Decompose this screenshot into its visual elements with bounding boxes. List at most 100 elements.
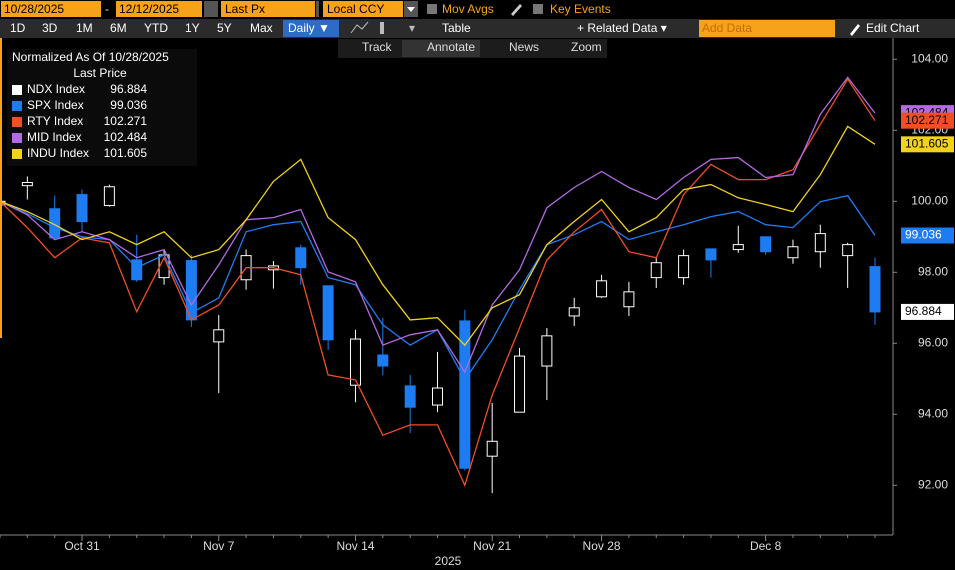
currency[interactable]: Local CCY [327,2,384,16]
range-button[interactable]: 1M [76,21,93,35]
legend-value: 102.484 [104,130,148,144]
candle-body [650,262,662,279]
candle-icon[interactable] [380,22,384,34]
y-tick-label: 94.00 [918,406,948,420]
key-events[interactable]: Key Events [550,2,611,16]
series-line [0,76,876,374]
candle-body [596,280,608,298]
series-line [0,77,876,488]
candle-body [322,285,334,341]
dropdown[interactable] [316,1,319,17]
tool-button[interactable]: Annotate [427,40,475,54]
x-axis-label: 2025 [435,554,462,568]
legend-swatch [12,149,22,159]
dropdown-arrow[interactable]: ▾ [409,21,415,35]
end-date[interactable]: 12/12/2025 [119,2,179,16]
y-tick-label: 98.00 [918,264,948,278]
candle-body [103,186,115,207]
x-tick-label: Nov 14 [336,539,374,553]
value-tag-label: 96.884 [905,304,942,318]
legend-value: 99.036 [110,98,147,112]
pencil-icon[interactable] [850,24,860,36]
legend-name: RTY Index [27,114,83,128]
candle-body [404,385,416,408]
field-box[interactable] [221,1,315,17]
value-tag-label: 102.271 [905,113,949,127]
value-tag-label: 101.605 [905,136,949,150]
candle-body [295,247,307,269]
legend-subtitle: Last Price [73,66,127,80]
candle-body [514,355,526,413]
range-button[interactable]: YTD [144,21,168,35]
line-icon[interactable] [350,21,369,34]
range-button[interactable]: Max [250,21,273,35]
legend-name: MID Index [27,130,82,144]
tool-button[interactable]: News [509,40,539,54]
candle-body [213,329,225,343]
candle-body [432,387,443,406]
candle-body [814,233,826,253]
x-tick-label: Nov 7 [203,539,235,553]
tool-button[interactable]: Track [362,40,393,54]
candle-body [869,266,881,313]
range-button[interactable]: 3D [42,21,58,35]
checkbox[interactable] [427,4,437,14]
range-button[interactable]: 1D [10,21,26,35]
mov-avgs[interactable]: Mov Avgs [442,2,494,16]
candle-body [705,248,717,261]
add-data-box[interactable] [699,20,835,37]
dropdown-arrow [407,7,415,12]
value-tag [901,112,954,129]
tool-button[interactable]: Zoom [571,40,602,54]
candle-body [842,244,854,257]
series-line [0,125,876,347]
candle-body [377,354,389,367]
separator: - [105,2,109,16]
legend-name: INDU Index [27,146,89,160]
range-button[interactable]: 1Y [185,21,200,35]
related-data[interactable]: + Related Data ▾ [577,21,667,35]
y-tick-label: 104.00 [911,51,948,65]
pencil-icon[interactable] [511,4,522,16]
x-tick-label: Dec 8 [750,539,782,553]
tool-highlight [402,40,480,57]
start-date[interactable]: 10/28/2025 [4,2,64,16]
candle-body [732,244,744,251]
frequency-box[interactable] [283,20,339,37]
range-button[interactable]: 5Y [217,21,232,35]
edit-chart[interactable]: Edit Chart [866,21,920,35]
value-tag [901,303,954,320]
date-box[interactable] [1,1,101,17]
x-tick-label: Nov 21 [473,539,511,553]
field[interactable]: Last Px [225,2,265,16]
candle-body [678,255,690,279]
candle-body [131,259,143,281]
checkbox[interactable] [533,4,543,14]
legend-title: Normalized As Of 10/28/2025 [12,50,169,64]
add-data[interactable]: Add Data [702,21,752,35]
x-tick-label: Nov 28 [583,539,621,553]
candle-body [459,320,471,469]
candle-body [623,291,635,308]
currency-box[interactable] [323,1,403,17]
candle-body [787,246,799,259]
candle-body [349,338,361,386]
candle-body [760,236,772,253]
x-tick-label: Oct 31 [64,539,100,553]
date-box[interactable] [116,1,202,17]
candle-body [49,208,61,239]
frequency[interactable]: Daily ▼ [288,21,330,35]
calendar-button[interactable] [204,1,218,17]
y-tick-label: 100.00 [911,193,948,207]
range-button[interactable]: 6M [110,21,127,35]
table-button[interactable]: Table [442,21,471,35]
y-tick-label: 96.00 [918,335,948,349]
legend-value: 102.271 [104,114,148,128]
legend-swatch [12,133,22,143]
candle-body [541,335,553,367]
y-tick-label: 92.00 [918,477,948,491]
candle-body [21,181,33,187]
legend-name: NDX Index [27,82,85,96]
